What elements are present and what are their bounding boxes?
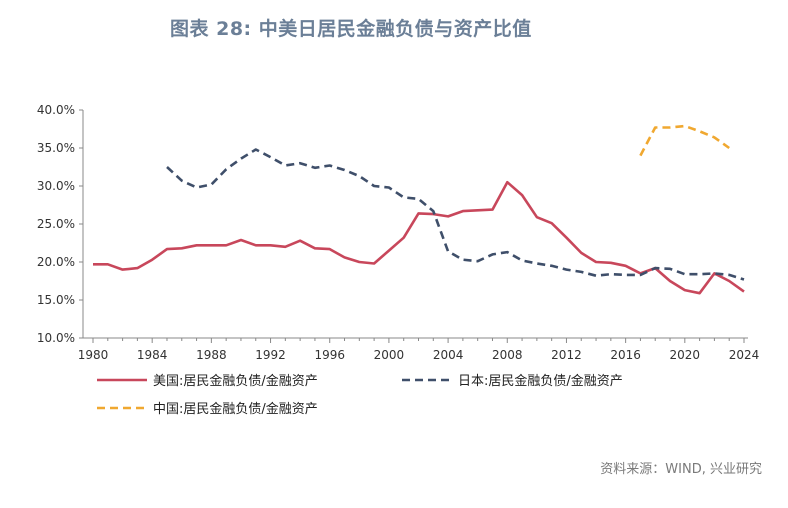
x-tick-label: 1980 (78, 348, 109, 362)
x-tick-label: 2000 (374, 348, 405, 362)
y-tick-label: 40.0% (37, 103, 75, 117)
chart-axes: 10.0% 15.0% 20.0% 25.0% 30.0% 35.0% 40.0% 1980 1… (37, 103, 759, 362)
legend-label: 中国:居民金融负债/金融资产 (153, 401, 318, 417)
y-tick-label: 20.0% (37, 255, 75, 269)
legend-label: 日本:居民金融负债/金融资产 (458, 373, 623, 389)
jp-series-line (166, 148, 745, 281)
chart-legend: 美国:居民金融负债/金融资产 日本:居民金融负债/金融资产中国:居民金融负债/金融… (97, 373, 623, 417)
y-tick-label: 25.0% (37, 217, 75, 231)
y-tick-label: 35.0% (37, 141, 75, 155)
x-tick-label: 2020 (670, 348, 701, 362)
x-tick-label: 2012 (551, 348, 582, 362)
x-tick-label: 1996 (314, 348, 345, 362)
y-tick-label: 15.0% (37, 293, 75, 307)
x-tick-label: 2016 (610, 348, 641, 362)
x-tick-label: 2024 (729, 348, 760, 362)
source-note: 资料来源：WIND, 兴业研究 (600, 462, 762, 477)
legend-item-us: 美国:居民金融负债/金融资产 (97, 373, 318, 389)
x-tick-label: 2008 (492, 348, 523, 362)
page-title: 图表 28: 中美日居民金融负债与资产比值 (170, 18, 532, 40)
legend-label: 美国:居民金融负债/金融资产 (153, 373, 318, 389)
y-tick-label: 10.0% (37, 331, 75, 345)
x-tick-label: 2004 (433, 348, 464, 362)
legend-item-jp: 日本:居民金融负债/金融资产 (402, 373, 623, 389)
y-tick-label: 30.0% (37, 179, 75, 193)
cn-series-line (639, 124, 730, 157)
chart-series (93, 124, 745, 295)
us-series-line (93, 180, 745, 295)
legend-item-cn: 中国:居民金融负债/金融资产 (97, 401, 318, 417)
x-tick-label: 1984 (137, 348, 168, 362)
x-tick-label: 1992 (255, 348, 286, 362)
x-tick-label: 1988 (196, 348, 227, 362)
